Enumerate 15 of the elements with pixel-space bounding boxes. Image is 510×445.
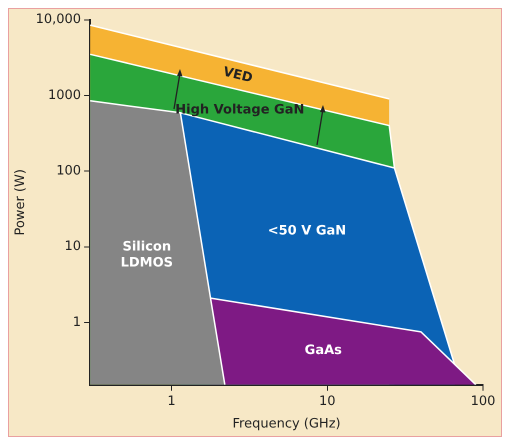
y-tick-label: 1000 <box>48 88 82 103</box>
series-label: GaAs <box>304 343 342 358</box>
x-tick-label: 100 <box>470 394 496 409</box>
series-label: VED <box>222 64 254 86</box>
x-axis-title: Frequency (GHz) <box>232 416 341 432</box>
series-label: <50 V GaN <box>268 223 346 238</box>
y-tick-label: 10,000 <box>36 12 82 28</box>
series-label: Silicon LDMOS <box>120 240 174 271</box>
series-label: High Voltage GaN <box>175 102 304 118</box>
y-axis-title: Power (W) <box>13 169 28 236</box>
y-tick-label: 100 <box>56 164 82 179</box>
y-tick-label: 1 <box>72 314 82 330</box>
x-tick-label: 10 <box>318 394 336 409</box>
x-tick-label: 1 <box>167 394 176 409</box>
y-tick-label: 10 <box>64 239 82 254</box>
